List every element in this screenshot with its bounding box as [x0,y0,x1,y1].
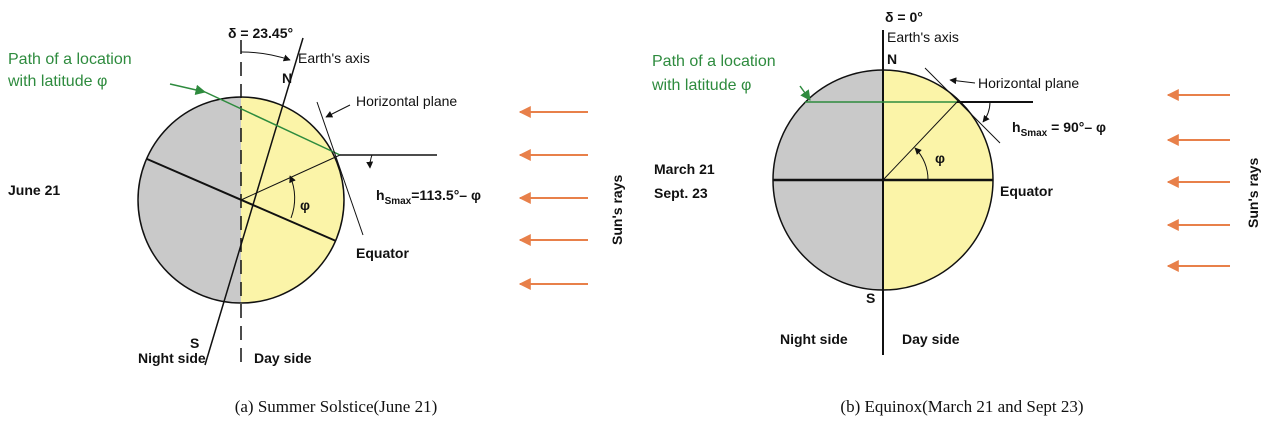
caption: (a) Summer Solstice(June 21) [235,397,438,416]
equator-label: Equator [1000,183,1053,199]
phi-arc [289,175,296,219]
night-label: Night side [780,331,848,347]
panel-a: δ = 23.45° Earth's axis N Path of a loca… [7,25,625,416]
horizontal-plane [316,101,364,236]
equator-label: Equator [356,245,409,261]
path-pointer [169,83,207,96]
phi-arc [914,147,929,181]
sun-label: Sun's rays [1245,158,1261,228]
date-label: March 21 [654,161,715,177]
h-arc [982,101,991,123]
south-label: S [866,290,875,306]
date-label: June 21 [8,182,60,198]
earth-axis [204,37,304,366]
plane-pointer [949,77,976,85]
sun-label: Sun's rays [609,175,625,245]
plane-pointer [325,104,351,118]
path-label: with latitude φ [651,77,751,94]
horizontal-plane [924,67,1001,144]
date-label: Sept. 23 [654,185,708,201]
night-label: Night side [138,350,206,366]
h-arc [366,154,374,169]
day-label: Day side [902,331,960,347]
delta-arc [240,51,291,62]
plane-label: Horizontal plane [356,93,457,109]
delta-label: δ = 23.45° [228,25,293,41]
phi-label: φ [935,150,945,166]
south-label: S [190,335,199,351]
panel-b: δ = 0° Earth's axis N Path of a location… [651,9,1261,416]
night-half [138,97,241,303]
north-label: N [887,51,897,67]
day-label: Day side [254,350,312,366]
north-label: N [282,70,292,86]
latitude-path [204,91,341,156]
phi-label: φ [300,197,310,213]
sun-arrows [1166,89,1230,272]
radius [882,101,958,181]
caption: (b) Equinox(March 21 and Sept 23) [840,397,1083,416]
h-label: hSmax = 90°– φ [1012,119,1106,139]
axis-label: Earth's axis [887,29,959,45]
path-label: Path of a location [8,51,132,68]
path-label: with latitude φ [7,73,107,90]
axis-label: Earth's axis [298,50,370,66]
day-half [241,97,344,303]
path-pointer [799,85,811,101]
plane-label: Horizontal plane [978,75,1079,91]
h-label: hSmax=113.5°– φ [376,187,481,207]
path-label: Path of a location [652,53,776,70]
delta-label: δ = 0° [885,9,923,25]
sun-arrows [518,106,588,290]
